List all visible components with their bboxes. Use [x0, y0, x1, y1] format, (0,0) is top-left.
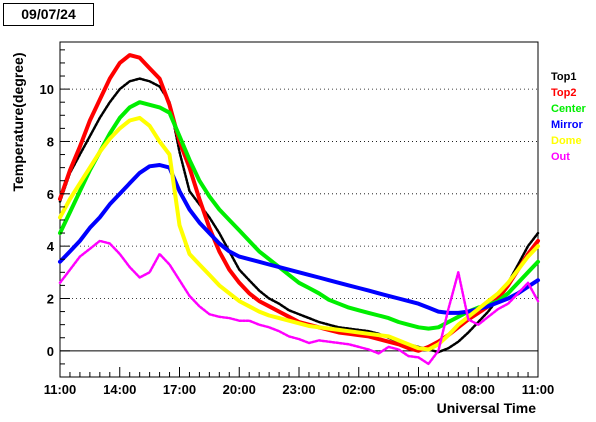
- legend-entry-top2: Top2: [551, 87, 576, 99]
- legend-entry-mirror: Mirror: [551, 119, 584, 131]
- series-line-top1: [58, 77, 540, 354]
- x-tick-label: 17:00: [163, 382, 196, 397]
- x-tick-label: 23:00: [282, 382, 315, 397]
- y-tick-label: 2: [47, 291, 54, 306]
- x-axis-title: Universal Time: [437, 400, 537, 416]
- legend-entry-out: Out: [551, 151, 570, 163]
- y-tick-label: 0: [47, 344, 54, 359]
- x-axis-ticks: 11:00 14:00 17:00 20:00 23:00 02:00 05:00 08:00…: [44, 367, 555, 397]
- series-line-dome: [58, 115, 540, 352]
- y-axis-title: Temperature(degree): [10, 52, 26, 191]
- plot-frame: [59, 41, 539, 378]
- y-tick-label: 6: [47, 187, 54, 202]
- x-tick-label: 02:00: [342, 382, 375, 397]
- legend-entry-center: Center: [551, 103, 587, 115]
- series-line-center: [58, 100, 540, 331]
- legend: Top1 Top2 Center Mirror Dome Out: [551, 71, 587, 163]
- y-tick-label: 10: [40, 82, 54, 97]
- legend-entry-dome: Dome: [551, 135, 582, 147]
- x-tick-label: 05:00: [402, 382, 435, 397]
- x-tick-label: 11:00: [44, 382, 77, 397]
- y-tick-label: 8: [47, 134, 54, 149]
- date-label: 09/07/24: [3, 3, 94, 26]
- series-line-mirror: [58, 163, 540, 315]
- x-tick-label: 08:00: [462, 382, 495, 397]
- series-group: [58, 53, 540, 366]
- y-tick-label: 4: [47, 239, 55, 254]
- legend-entry-top1: Top1: [551, 71, 576, 83]
- x-tick-label: 11:00: [522, 382, 555, 397]
- series-line-out: [58, 239, 540, 366]
- x-tick-label: 20:00: [223, 382, 256, 397]
- y-axis-ticks: 0 2 4 6 8 10: [40, 49, 70, 378]
- x-tick-label: 14:00: [103, 382, 136, 397]
